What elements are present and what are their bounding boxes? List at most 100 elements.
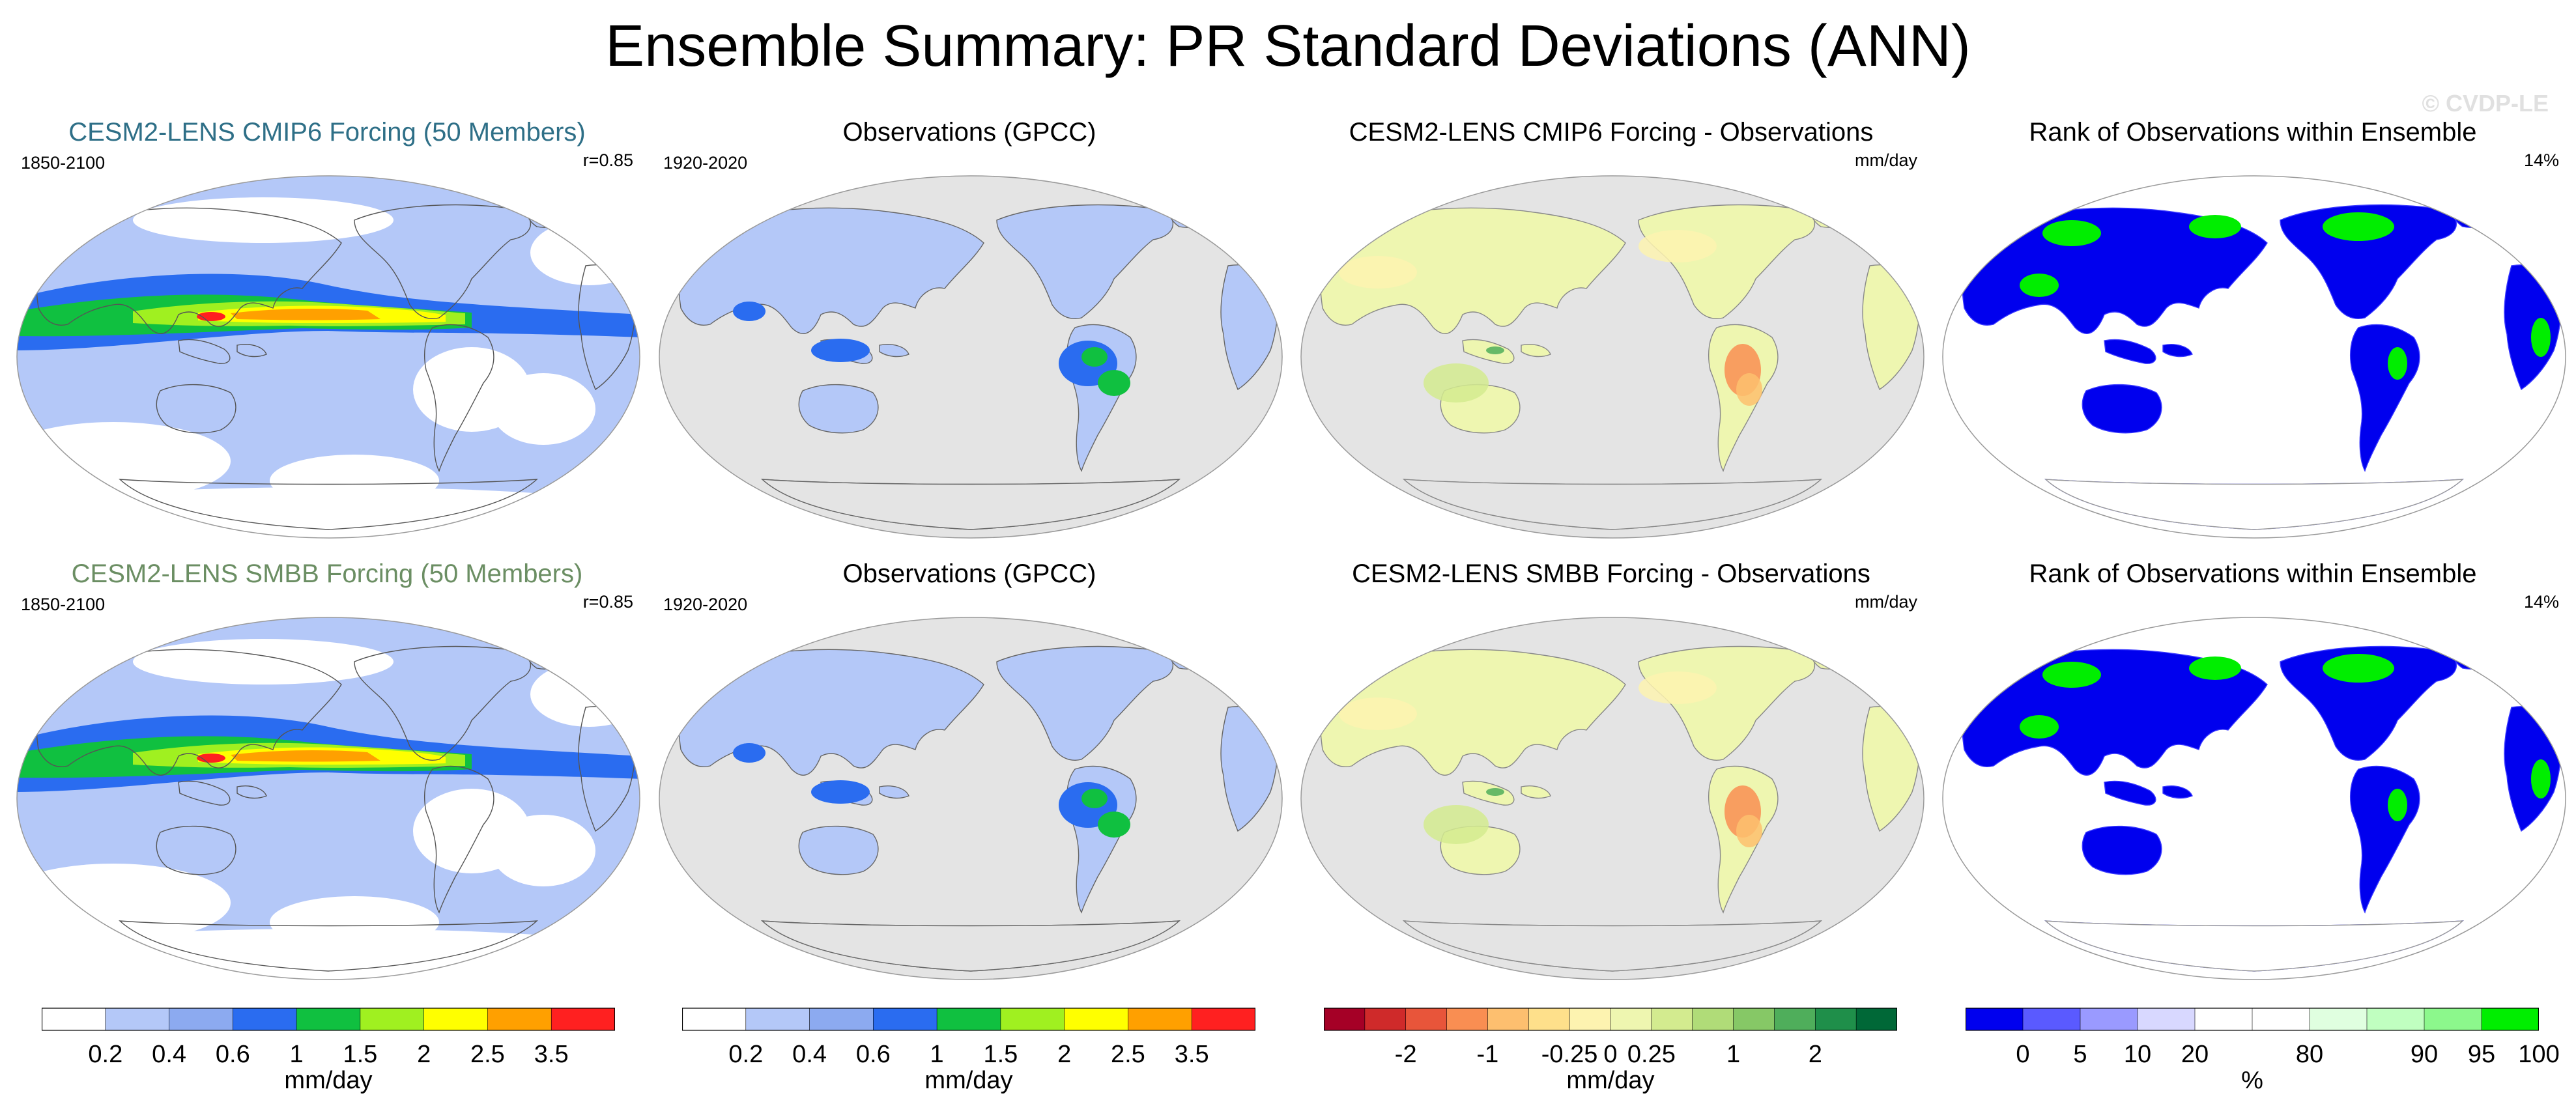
colorbar-tick-label: -0.25 [1541,1041,1598,1068]
continent-asia [1961,649,2268,776]
colorbar-tick-label: 10 [2123,1041,2152,1068]
wet-region [1081,347,1108,367]
colorbar-tick-labels: 0 5 10 20 80 90 95 100 [1966,1039,2559,1072]
wet-region [1098,370,1130,396]
map-panel-r0c1: Observations (GPCC) 1920-2020 [650,116,1289,539]
continent-northamerica [996,204,1173,319]
colorbar-tick-label: 2 [1057,1041,1072,1068]
rank-high-region [2189,215,2241,238]
map-panel-r1c0: CESM2-LENS SMBB Forcing (50 Members) 1850… [8,558,646,981]
colorbar-tick-label: 1 [930,1041,944,1068]
continent-antarctica-nodata [1403,920,1822,972]
robinson-map [16,617,640,980]
colorbar-swatch [423,1008,489,1031]
continent-europe [1223,661,1274,699]
dry-zone [530,662,640,727]
continent-antarctica [119,479,538,530]
panel-title: CESM2-LENS SMBB Forcing - Observations [1352,559,1870,588]
panel-period-label: 1920-2020 [663,595,748,614]
continent-asia [35,207,342,334]
rank-high-region [2323,212,2394,241]
wet-region [811,780,870,804]
itcz-max [197,754,225,763]
colorbar-swatch [2080,1008,2138,1031]
continent-australia [2082,384,2162,434]
robinson-map [659,175,1283,539]
colorbar-swatch [745,1008,810,1031]
panel-stat-label: mm/day [1854,150,1917,170]
map-outline [16,175,640,539]
wet-region [811,339,870,362]
colorbar-swatch [1610,1008,1652,1031]
robinson-map [1942,617,2566,980]
panel-title: Rank of Observations within Ensemble [2029,559,2477,588]
continent-antarctica-nodata [761,920,1181,972]
colorbar-tick-label: 1.5 [983,1041,1018,1068]
panel-title: CESM2-LENS CMIP6 Forcing (50 Members) [68,118,586,147]
colorbar-tick-label: 3.5 [1174,1041,1209,1068]
colorbar-swatch [42,1008,106,1031]
colorbar-swatch [105,1008,170,1031]
diff-region [1486,346,1504,354]
continent-maritime [178,339,267,364]
continent-asia [1319,649,1626,776]
colorbar-swatch [296,1008,361,1031]
panel-stat-label: r=0.85 [582,150,633,170]
dry-zone [530,220,640,285]
continent-maritime [178,780,267,806]
colorbar-swatches [1966,1008,2539,1031]
colorbar-swatch [2194,1008,2253,1031]
continent-greenland [2451,640,2502,670]
continent-asia [1319,207,1626,334]
continent-northamerica [2280,204,2457,319]
colorbar-unit-label: % [2241,1067,2263,1094]
continent-antarctica-nodata [761,479,1181,530]
robinson-map [659,617,1283,980]
colorbar-swatch [1000,1008,1065,1031]
map-panel-r0c0: CESM2-LENS CMIP6 Forcing (50 Members) 185… [8,116,646,539]
diff-region [1339,256,1417,289]
rank-high-region [2042,662,2101,688]
panel-title: CESM2-LENS CMIP6 Forcing - Observations [1349,118,1874,147]
panel-stat-label: 14% [2523,592,2559,612]
colorbar-swatch [1405,1008,1448,1031]
continent-greenland [1167,640,1219,670]
colorbar-tick-label: 0.6 [855,1041,891,1068]
colorbar-std-dev-obs: 0.2 0.4 0.6 1 1.5 2 2.5 3.5 mm/day [682,1003,1255,1114]
continent-australia [156,825,236,875]
diff-region [1736,815,1762,847]
continent-europe [2506,661,2558,699]
colorbar-swatch [2481,1008,2539,1031]
colorbar-swatch [2366,1008,2425,1031]
continent-greenland [2451,199,2502,228]
dry-zone [491,373,595,445]
diff-region [1424,805,1489,844]
colorbar-tick-labels: 0.2 0.4 0.6 1 1.5 2 2.5 3.5 [682,1039,1255,1072]
panel-title: CESM2-LENS SMBB Forcing (50 Members) [71,559,583,588]
continent-northamerica [354,645,531,761]
colorbar-swatch [1364,1008,1407,1031]
diff-region [1486,788,1504,796]
map-outline [1300,617,1925,980]
map-outline [659,617,1283,980]
colorbar-swatch [1487,1008,1530,1031]
continent-europe [1865,219,1916,257]
map-panel-r1c3: Rank of Observations within Ensemble 14% [1934,558,2572,981]
continent-europe [2506,219,2558,257]
itcz-band-5 [231,308,380,320]
colorbar-tick-label: 100 [2518,1041,2560,1068]
rank-high-region [2388,789,2407,821]
colorbar-swatch [1128,1008,1193,1031]
panel-period-label: 1850-2100 [21,153,106,173]
colorbar-tick-labels: 0.2 0.4 0.6 1 1.5 2 2.5 3.5 [42,1039,615,1072]
colorbar-tick-labels: -2 -1 -0.25 0 0.25 1 2 [1324,1039,1897,1072]
colorbar-swatch [936,1008,1001,1031]
colorbar-swatch [1774,1008,1816,1031]
continent-europe [580,661,632,699]
colorbar-swatch [1446,1008,1489,1031]
rank-high-region [2323,654,2394,683]
colorbar-swatch [233,1008,297,1031]
colorbar-swatch [1528,1008,1570,1031]
continent-northamerica [2280,645,2457,761]
colorbar-frame [1324,1008,1897,1031]
